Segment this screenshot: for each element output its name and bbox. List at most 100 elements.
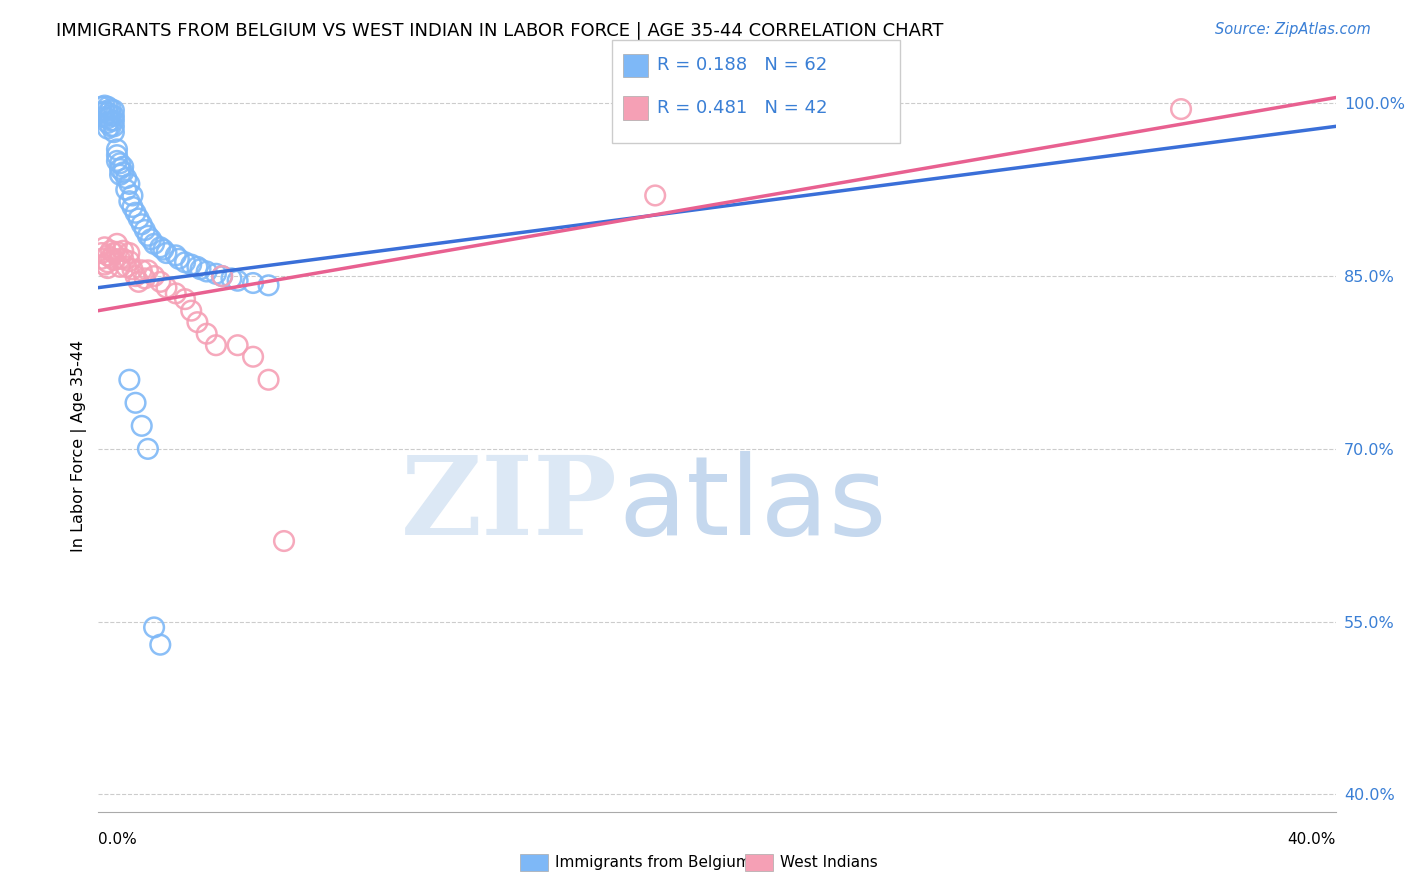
Point bbox=[90, 252, 112, 266]
Point bbox=[115, 171, 138, 186]
Point bbox=[211, 269, 233, 284]
Point bbox=[100, 120, 122, 134]
Point bbox=[155, 280, 177, 294]
Point bbox=[121, 200, 143, 214]
Point bbox=[257, 373, 280, 387]
Text: atlas: atlas bbox=[619, 451, 887, 558]
Point bbox=[108, 161, 131, 176]
Text: West Indians: West Indians bbox=[780, 855, 879, 870]
Point bbox=[97, 255, 120, 269]
Point bbox=[165, 248, 187, 262]
Point bbox=[103, 103, 125, 118]
Text: Immigrants from Belgium: Immigrants from Belgium bbox=[555, 855, 751, 870]
Point bbox=[100, 244, 122, 258]
Text: IMMIGRANTS FROM BELGIUM VS WEST INDIAN IN LABOR FORCE | AGE 35-44 CORRELATION CH: IMMIGRANTS FROM BELGIUM VS WEST INDIAN I… bbox=[56, 22, 943, 40]
Point bbox=[143, 236, 166, 251]
Point bbox=[93, 240, 115, 254]
Point bbox=[103, 120, 125, 134]
Point bbox=[105, 153, 128, 168]
Text: R = 0.188   N = 62: R = 0.188 N = 62 bbox=[657, 56, 827, 74]
Point bbox=[103, 252, 125, 267]
Point bbox=[131, 217, 153, 231]
Point bbox=[105, 244, 128, 259]
Point bbox=[112, 244, 135, 258]
Y-axis label: In Labor Force | Age 35-44: In Labor Force | Age 35-44 bbox=[72, 340, 87, 552]
Point bbox=[97, 121, 120, 136]
Point bbox=[100, 113, 122, 128]
Point bbox=[205, 267, 228, 281]
Point bbox=[186, 315, 208, 329]
Point bbox=[165, 286, 187, 301]
Point bbox=[149, 275, 172, 289]
Point bbox=[100, 102, 122, 116]
Point bbox=[115, 260, 138, 274]
Point bbox=[121, 262, 143, 277]
Point bbox=[112, 252, 135, 266]
Point bbox=[186, 260, 208, 274]
Point bbox=[136, 442, 159, 456]
Point bbox=[273, 534, 295, 549]
Point bbox=[118, 373, 141, 387]
Point bbox=[108, 156, 131, 170]
Point bbox=[128, 275, 150, 289]
Point bbox=[167, 252, 190, 266]
Point bbox=[134, 223, 156, 237]
Point bbox=[143, 269, 166, 284]
Point bbox=[97, 105, 120, 120]
Point bbox=[118, 246, 141, 260]
Point bbox=[242, 276, 264, 290]
Point bbox=[195, 326, 218, 341]
Point bbox=[100, 108, 122, 122]
Point bbox=[121, 188, 143, 202]
Point bbox=[644, 188, 666, 202]
Point bbox=[242, 350, 264, 364]
Text: 40.0%: 40.0% bbox=[1288, 832, 1336, 847]
Point bbox=[205, 338, 228, 352]
Point bbox=[118, 177, 141, 191]
Point bbox=[131, 263, 153, 277]
Point bbox=[149, 240, 172, 254]
Point bbox=[149, 638, 172, 652]
Point bbox=[90, 246, 112, 260]
Point bbox=[136, 228, 159, 243]
Point bbox=[124, 396, 146, 410]
Point bbox=[174, 292, 197, 306]
Point bbox=[97, 100, 120, 114]
Point bbox=[195, 264, 218, 278]
Point bbox=[226, 338, 249, 352]
Point bbox=[139, 232, 162, 246]
Point bbox=[174, 255, 197, 269]
Point bbox=[221, 271, 243, 285]
Point bbox=[108, 260, 131, 274]
Point bbox=[103, 109, 125, 123]
Point bbox=[93, 258, 115, 272]
Point bbox=[190, 262, 212, 277]
Point bbox=[128, 211, 150, 226]
Point bbox=[180, 258, 202, 272]
Point bbox=[97, 112, 120, 126]
Point bbox=[103, 246, 125, 260]
Text: ZIP: ZIP bbox=[401, 451, 619, 558]
Point bbox=[152, 243, 174, 257]
Point bbox=[93, 104, 115, 119]
Point bbox=[93, 110, 115, 124]
Point bbox=[124, 206, 146, 220]
Point bbox=[112, 160, 135, 174]
Point bbox=[108, 168, 131, 182]
Point bbox=[103, 113, 125, 128]
Point bbox=[97, 260, 120, 275]
Point bbox=[211, 269, 233, 284]
Point bbox=[257, 278, 280, 293]
Point bbox=[115, 183, 138, 197]
Point bbox=[155, 246, 177, 260]
Point bbox=[97, 248, 120, 262]
Point bbox=[103, 125, 125, 139]
Point bbox=[105, 142, 128, 156]
Point bbox=[100, 251, 122, 265]
Point bbox=[90, 100, 112, 114]
Point bbox=[105, 148, 128, 162]
Point bbox=[93, 98, 115, 112]
Point bbox=[136, 263, 159, 277]
Text: R = 0.481   N = 42: R = 0.481 N = 42 bbox=[657, 99, 827, 117]
Text: 0.0%: 0.0% bbox=[98, 832, 138, 847]
